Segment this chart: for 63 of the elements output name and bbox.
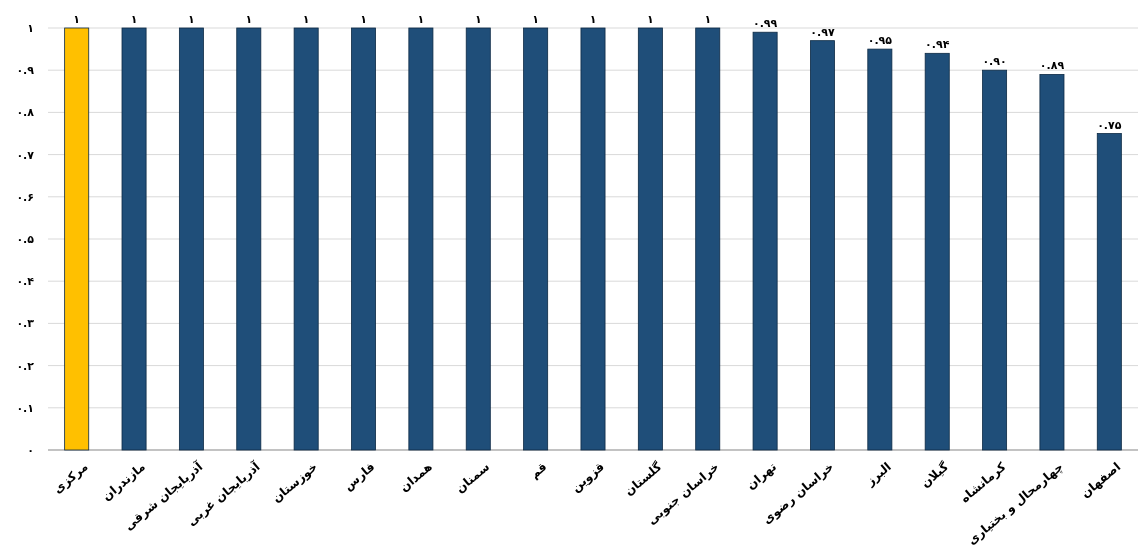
x-tick-label: مرکزی <box>50 459 91 497</box>
data-label: ۱ <box>532 13 539 26</box>
y-tick-label: ۰.۹ <box>16 64 35 78</box>
x-tick-label: کرمانشاه <box>957 459 1009 506</box>
y-tick-label: ۰.۶ <box>16 190 34 204</box>
data-label: ۰.۸۹ <box>1039 59 1065 73</box>
data-label: ۱ <box>704 13 712 26</box>
x-tick-label: فارس <box>341 459 378 494</box>
data-label: ۰.۹۰ <box>982 55 1007 69</box>
y-tick-label: ۰.۸ <box>16 106 35 120</box>
data-label: ۱ <box>188 13 195 26</box>
data-label: ۱ <box>245 13 253 26</box>
data-label: ۰.۹۴ <box>925 38 950 52</box>
bar <box>924 52 950 451</box>
x-tick-label: سمنان <box>452 459 493 496</box>
bar <box>121 27 147 451</box>
x-tick-label: همدان <box>396 459 435 495</box>
bar <box>236 27 262 451</box>
bar <box>867 48 893 451</box>
x-tick-label: تهران <box>743 459 780 493</box>
bar <box>523 27 549 451</box>
bar <box>1039 74 1065 451</box>
bar <box>465 27 491 451</box>
bar <box>580 27 606 451</box>
x-tick-label: قم <box>527 459 550 482</box>
y-tick-label: ۰.۲ <box>16 359 35 373</box>
data-label: ۱ <box>589 13 597 26</box>
bar <box>351 27 376 451</box>
y-tick-label: ۰.۱ <box>16 401 34 415</box>
y-tick-label: ۰.۷ <box>16 148 35 162</box>
bar <box>64 27 90 451</box>
bar <box>408 27 434 451</box>
x-tick-label: خوزستان <box>269 459 321 507</box>
x-tick-label: البرز <box>862 459 894 489</box>
y-tick-label: ۰.۵ <box>16 233 35 246</box>
y-tick-label: ۰.۳ <box>16 317 35 331</box>
data-label: ۰.۷۵ <box>1097 118 1122 132</box>
data-label: ۱ <box>130 13 138 26</box>
data-label: ۱ <box>474 13 482 26</box>
data-label: ۱ <box>302 13 310 26</box>
bar <box>695 27 721 451</box>
data-label: ۱ <box>73 13 81 26</box>
bar <box>178 27 204 451</box>
bar <box>752 31 778 451</box>
x-tick-label: مازندران <box>99 459 148 504</box>
x-tick-label: گیلان <box>918 459 952 491</box>
bar <box>810 40 835 451</box>
x-tick-label: اصفهان <box>1078 459 1124 501</box>
x-tick-label: قزوین <box>568 459 608 496</box>
x-tick-label: گلستان <box>621 459 665 499</box>
y-tick-label: ۰ <box>27 444 34 457</box>
data-label: ۱ <box>647 13 654 26</box>
data-label: ۰.۹۵ <box>867 34 893 48</box>
bar <box>637 27 663 451</box>
data-label: ۱ <box>417 13 425 26</box>
bar <box>982 69 1008 451</box>
y-tick-label: ۱ <box>27 22 34 35</box>
data-label: ۰.۹۷ <box>810 25 835 39</box>
data-label: ۱ <box>360 13 367 26</box>
bar <box>1096 133 1122 451</box>
data-label: ۰.۹۹ <box>752 17 778 31</box>
bar <box>293 27 319 451</box>
y-tick-label: ۰.۴ <box>16 275 35 289</box>
